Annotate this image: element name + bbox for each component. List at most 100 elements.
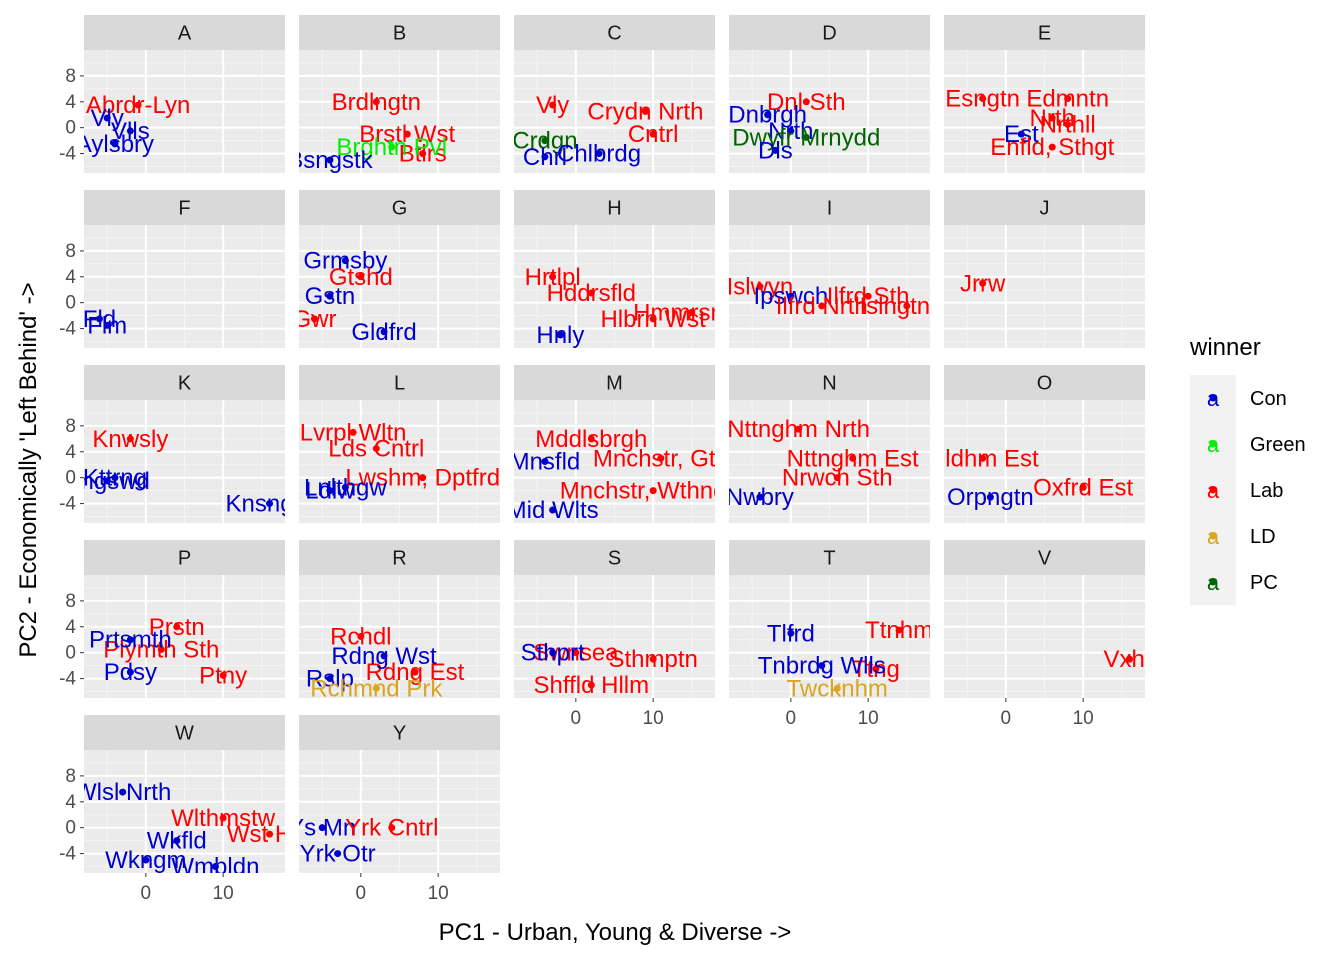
facet-strip bbox=[944, 190, 1145, 225]
x-tick-label: 0 bbox=[356, 883, 367, 904]
legend-key-point bbox=[1209, 532, 1217, 540]
facet-strip bbox=[514, 365, 715, 400]
legend-key-point bbox=[1209, 394, 1217, 402]
y-tick-label: 4 bbox=[65, 617, 76, 638]
point-label: Nwbry bbox=[726, 484, 794, 511]
data-point bbox=[802, 98, 810, 106]
point-label: Gldfrd bbox=[351, 319, 416, 346]
point-label: Nrthll bbox=[1040, 111, 1096, 138]
data-point bbox=[587, 435, 595, 443]
data-point bbox=[541, 153, 549, 161]
data-point bbox=[849, 454, 857, 462]
data-point bbox=[864, 292, 872, 300]
facet-panel-V: V Vxhll 0 10 bbox=[944, 540, 1145, 729]
panel-gridlines bbox=[729, 575, 930, 698]
legend-label: PC bbox=[1250, 572, 1278, 594]
point-label: Sthmptn bbox=[608, 646, 697, 673]
data-point bbox=[1017, 130, 1025, 138]
point-label: Islngtn N bbox=[859, 293, 954, 320]
data-point bbox=[126, 127, 134, 135]
y-tick-label: 0 bbox=[65, 468, 76, 489]
x-tick-label: 0 bbox=[1001, 708, 1012, 729]
data-point bbox=[979, 279, 987, 287]
point-label: Chrl bbox=[523, 144, 567, 171]
legend-key-glyph: a bbox=[1207, 432, 1220, 457]
data-point bbox=[357, 633, 365, 640]
panel-gridlines bbox=[299, 400, 500, 523]
point-label: Swnsea bbox=[533, 640, 619, 667]
data-point bbox=[372, 684, 380, 692]
point-label: Hlbrn Wst bbox=[600, 306, 706, 333]
legend-key-glyph: a bbox=[1207, 570, 1220, 595]
x-tick-label: 10 bbox=[428, 883, 449, 904]
facet-strip-label: T bbox=[823, 548, 835, 570]
point-label: Enfld, Sthgt bbox=[990, 134, 1114, 161]
facet-strip bbox=[299, 365, 500, 400]
data-point bbox=[126, 668, 134, 676]
legend-key-glyph: a bbox=[1207, 478, 1220, 503]
facet-strip-label: Y bbox=[393, 723, 406, 745]
data-point bbox=[349, 428, 357, 436]
facet-strip bbox=[299, 715, 500, 750]
data-point bbox=[895, 626, 903, 634]
point-label: Prtsmth bbox=[89, 627, 172, 654]
point-label: Gtshd bbox=[329, 264, 393, 291]
data-point bbox=[549, 273, 557, 281]
x-tick-label: 0 bbox=[786, 708, 797, 729]
facet-strip bbox=[299, 15, 500, 50]
x-tick-label: 0 bbox=[141, 883, 152, 904]
legend-key-glyph: a bbox=[1207, 524, 1220, 549]
facet-strip-label: M bbox=[606, 373, 623, 395]
facet-strip bbox=[299, 190, 500, 225]
panel-gridlines bbox=[84, 750, 285, 873]
data-point bbox=[833, 684, 841, 692]
facet-strip-label: K bbox=[178, 373, 192, 395]
facet-strip-label: G bbox=[392, 198, 408, 220]
y-tick-label: 8 bbox=[65, 766, 76, 787]
y-tick-label: -4 bbox=[59, 144, 76, 165]
point-label: Yrk Otr bbox=[300, 841, 376, 868]
facet-strip-label: E bbox=[1038, 23, 1051, 45]
data-point bbox=[318, 824, 326, 832]
data-point bbox=[142, 856, 150, 864]
point-label: Nrwch Sth bbox=[782, 465, 893, 492]
y-axis-title: PC2 - Economically 'Left Behind' -> bbox=[15, 282, 42, 657]
data-point bbox=[173, 837, 181, 845]
x-axis-title: PC1 - Urban, Young & Diverse -> bbox=[439, 919, 792, 946]
facet-strip-label: O bbox=[1037, 373, 1053, 395]
point-label: Abrdr-Lyn bbox=[86, 92, 190, 119]
point-label: Rdng Wst bbox=[331, 643, 437, 670]
panel-gridlines bbox=[944, 400, 1145, 523]
data-point bbox=[641, 108, 649, 115]
data-point bbox=[326, 487, 334, 495]
point-label: Hmmrsmth bbox=[633, 299, 750, 326]
data-point bbox=[103, 114, 111, 122]
facet-strip bbox=[944, 365, 1145, 400]
point-label: Vly bbox=[91, 105, 124, 132]
data-point bbox=[756, 283, 764, 290]
data-point bbox=[818, 662, 826, 670]
facet-strip bbox=[84, 540, 285, 575]
point-label: Wlsl Nrth bbox=[74, 779, 171, 806]
facet-strip-label: W bbox=[175, 723, 194, 745]
data-point bbox=[756, 493, 764, 501]
legend-title: winner bbox=[1189, 334, 1261, 361]
data-point bbox=[388, 143, 396, 151]
point-label: Mddlsbrgh bbox=[535, 426, 647, 453]
data-point bbox=[787, 629, 795, 637]
data-point bbox=[310, 315, 318, 323]
